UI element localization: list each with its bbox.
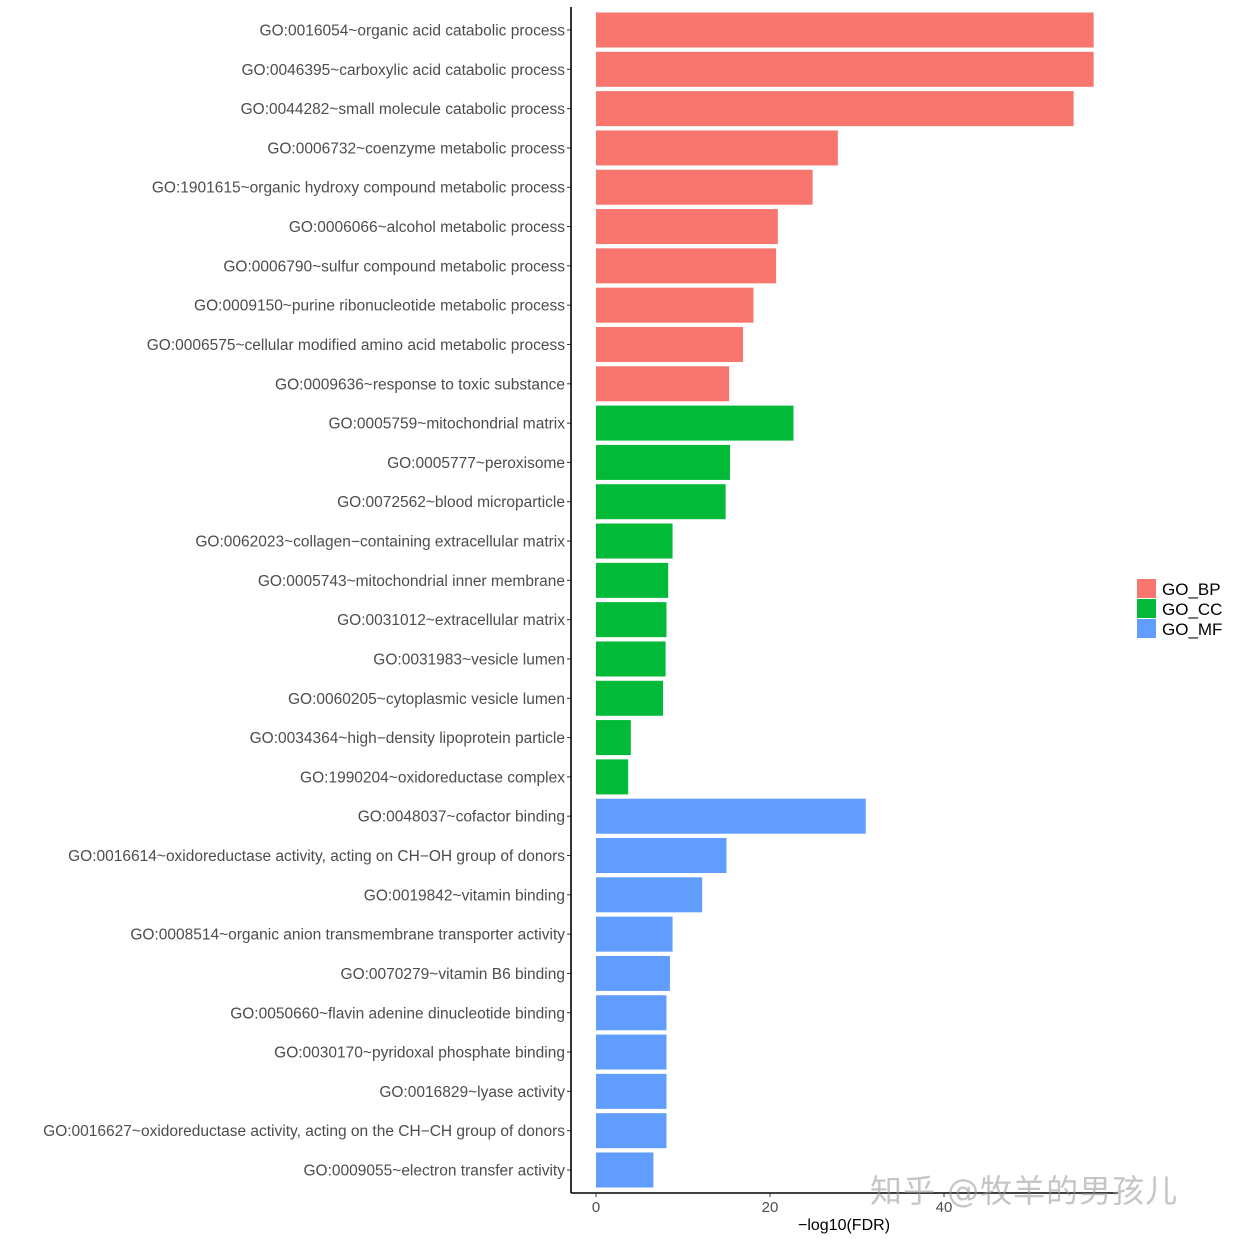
bar [596, 955, 670, 991]
category-label: GO:0008514~organic anion transmembrane t… [130, 927, 565, 944]
category-label: GO:0006066~alcohol metabolic process [289, 219, 565, 236]
watermark: 知乎 @牧羊的男孩儿 [870, 1172, 1179, 1210]
x-tick-label: 40 [936, 1199, 953, 1216]
category-label: GO:0030170~pyridoxal phosphate binding [274, 1045, 565, 1062]
category-label: GO:0009055~electron transfer activity [304, 1162, 566, 1179]
bar [596, 916, 673, 952]
category-label: GO:0072562~blood microparticle [337, 494, 565, 511]
category-label: GO:0016829~lyase activity [379, 1084, 565, 1101]
bar [596, 130, 838, 166]
bar [596, 51, 1094, 87]
category-label: GO:0006790~sulfur compound metabolic pro… [223, 258, 565, 275]
category-label: GO:0005743~mitochondrial inner membrane [258, 573, 565, 590]
legend-label: GO_CC [1162, 600, 1222, 619]
category-label: GO:0046395~carboxylic acid catabolic pro… [241, 62, 565, 79]
bar [596, 169, 813, 205]
bar [596, 1073, 667, 1109]
legend-swatch [1137, 579, 1156, 598]
bar [596, 720, 631, 756]
bar [596, 287, 754, 323]
bar [596, 1113, 667, 1149]
legend-swatch [1137, 599, 1156, 618]
category-label: GO:0070279~vitamin B6 binding [341, 966, 565, 983]
category-label: GO:0050660~flavin adenine dinucleotide b… [230, 1005, 565, 1022]
category-label: GO:0060205~cytoplasmic vesicle lumen [288, 691, 565, 708]
x-tick-label: 20 [762, 1199, 779, 1216]
category-label: GO:0016054~organic acid catabolic proces… [260, 23, 566, 40]
bar [596, 877, 703, 913]
legend-label: GO_MF [1162, 620, 1222, 639]
bar [596, 562, 669, 598]
category-label: GO:0006575~cellular modified amino acid … [147, 337, 566, 354]
bar [596, 798, 866, 834]
bar [596, 995, 667, 1031]
axes [567, 7, 1118, 1194]
category-label: GO:0044282~small molecule catabolic proc… [241, 101, 566, 118]
bar [596, 680, 663, 716]
bar [596, 405, 794, 441]
category-label: GO:0016627~oxidoreductase activity, acti… [43, 1123, 565, 1140]
bar [596, 523, 673, 559]
y-axis-labels: GO:0016054~organic acid catabolic proces… [43, 23, 565, 1180]
bar [596, 444, 730, 480]
category-label: GO:0009636~response to toxic substance [275, 376, 565, 393]
bar [596, 209, 778, 245]
bar [596, 641, 666, 677]
legend-label: GO_BP [1162, 580, 1221, 599]
category-label: GO:1990204~oxidoreductase complex [300, 769, 565, 786]
bar [596, 12, 1094, 48]
x-axis-ticks: 0 20 40 [592, 1193, 953, 1216]
category-label: GO:0048037~cofactor binding [358, 809, 565, 826]
legend-swatch [1137, 619, 1156, 638]
category-label: GO:0019842~vitamin binding [364, 887, 565, 904]
bar [596, 484, 726, 520]
category-label: GO:1901615~organic hydroxy compound meta… [152, 180, 565, 197]
bar [596, 759, 629, 795]
category-label: GO:0031983~vesicle lumen [373, 651, 565, 668]
category-label: GO:0034364~high−density lipoprotein part… [250, 730, 565, 747]
bar [596, 366, 730, 402]
x-tick-label: 0 [592, 1199, 600, 1216]
category-label: GO:0009150~purine ribonucleotide metabol… [194, 298, 565, 315]
bar [596, 326, 744, 362]
bars-layer [596, 12, 1094, 1188]
bar [596, 248, 777, 284]
x-axis-title: −log10(FDR) [798, 1217, 890, 1234]
category-label: GO:0005777~peroxisome [387, 455, 565, 472]
bar [596, 91, 1074, 127]
bar [596, 838, 727, 874]
category-label: GO:0031012~extracellular matrix [337, 612, 565, 629]
category-label: GO:0005759~mitochondrial matrix [329, 416, 566, 433]
bar [596, 1152, 654, 1188]
category-label: GO:0062023~collagen−containing extracell… [195, 534, 565, 551]
bar [596, 1034, 667, 1070]
bar [596, 602, 667, 638]
category-label: GO:0006732~coenzyme metabolic process [267, 140, 565, 157]
category-label: GO:0016614~oxidoreductase activity, acti… [68, 848, 565, 865]
